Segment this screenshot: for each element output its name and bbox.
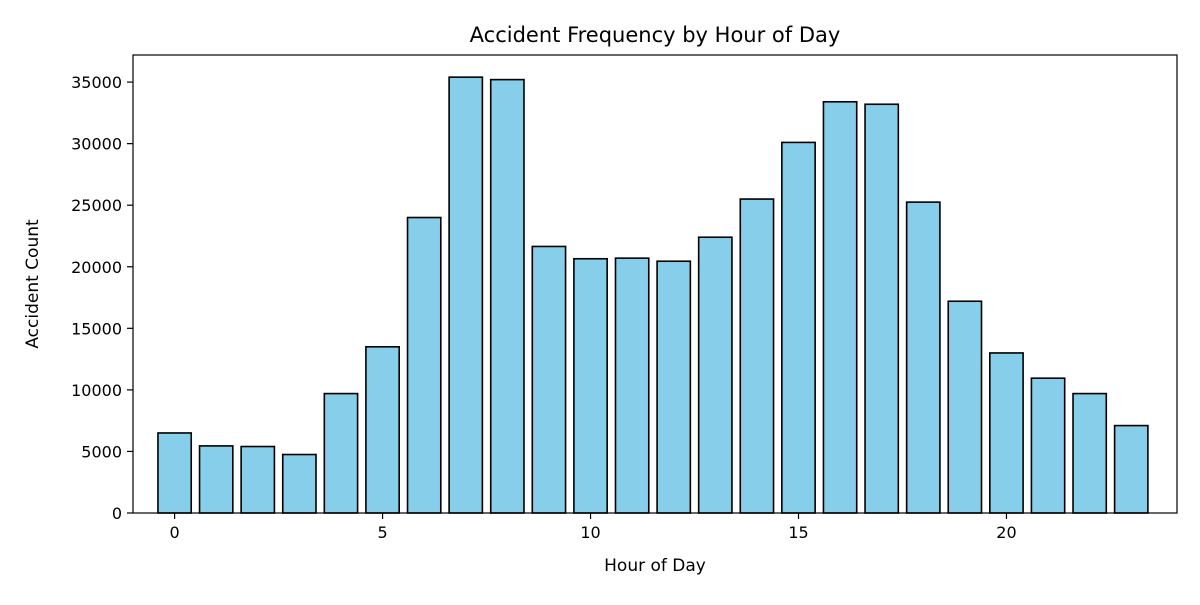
bar-hour-22	[1072, 392, 1108, 514]
x-axis-label: Hour of Day	[604, 556, 706, 576]
y-tick-label: 20000	[71, 258, 122, 277]
x-tick-label: 0	[169, 523, 179, 542]
bar-hour-9	[531, 245, 567, 514]
y-tick-label: 10000	[71, 381, 122, 400]
bar-hour-5	[365, 345, 400, 514]
bar-hour-16	[822, 100, 858, 514]
bar-hour-11	[614, 257, 650, 514]
y-tick-label: 25000	[71, 196, 122, 215]
x-tick-label: 5	[377, 523, 387, 542]
x-tick-label: 15	[788, 523, 808, 542]
bar-hour-20	[989, 352, 1024, 514]
bar-hour-14	[739, 198, 775, 514]
x-axis: 0 5 10 15 20	[169, 513, 1017, 542]
bar-hour-3	[281, 453, 317, 514]
bar-hour-13	[697, 236, 733, 514]
bar-hour-6	[406, 216, 442, 514]
bar-hour-10	[573, 257, 608, 514]
bar-hour-4	[323, 392, 359, 514]
bar-hour-8	[489, 78, 525, 514]
bar-hour-21	[1030, 377, 1066, 514]
bar-hour-1	[198, 445, 234, 514]
bar-hour-15	[781, 141, 816, 514]
bar-hour-12	[656, 260, 692, 514]
x-tick-label: 10	[580, 523, 600, 542]
x-tick-label: 20	[996, 523, 1016, 542]
y-axis-label: Accident Count	[23, 219, 43, 349]
bars-layer	[157, 76, 1149, 514]
chart-title: Accident Frequency by Hour of Day	[470, 23, 841, 47]
bar-hour-7	[448, 76, 484, 514]
plot-frame	[132, 54, 1178, 514]
y-axis: 0 5000 10000 15000 20000 25000 30000 35000	[71, 73, 133, 523]
bar-hour-2	[240, 445, 276, 514]
y-tick-label: 30000	[71, 135, 122, 154]
bar-hour-23	[1113, 424, 1149, 514]
bar-hour-17	[864, 103, 900, 514]
bar-hour-0	[157, 432, 193, 514]
y-tick-label: 0	[112, 504, 122, 523]
bar-hour-18	[905, 201, 941, 514]
y-tick-label: 35000	[71, 73, 122, 92]
y-tick-label: 15000	[71, 319, 122, 338]
y-tick-label: 5000	[81, 442, 122, 461]
bar-hour-19	[947, 300, 983, 514]
